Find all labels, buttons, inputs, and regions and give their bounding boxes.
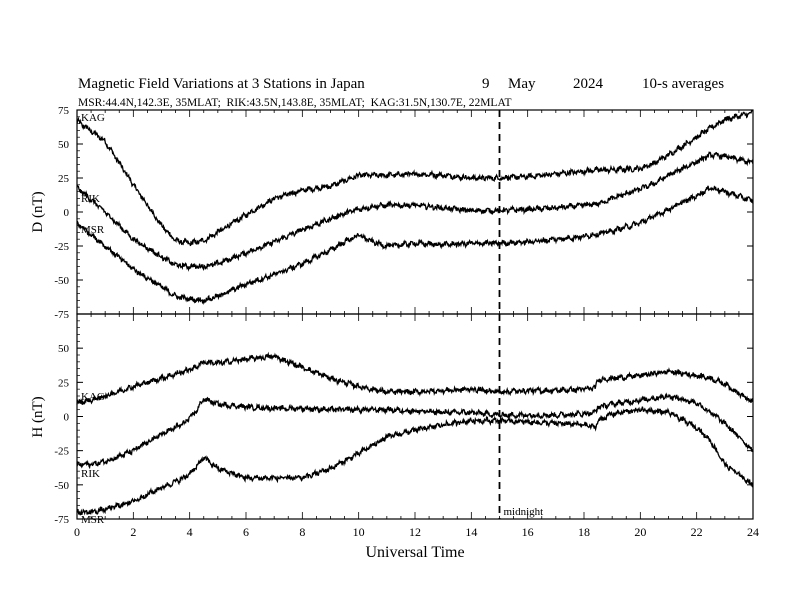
- top-ytick-label: 0: [64, 207, 70, 219]
- panel-d: -75 -50 -25 0 25 50 75 KAG RIK MSR: [54, 105, 754, 321]
- top-ytick-label: 75: [58, 105, 70, 117]
- bottom-ytick-label: 25: [58, 377, 70, 389]
- top-series-label: MSR: [81, 224, 105, 236]
- bottom-series-label: KAG: [81, 391, 105, 403]
- averaging-label: 10-s averages: [642, 76, 724, 92]
- top-frame: [76, 109, 754, 315]
- top-ytick-label: -25: [54, 241, 69, 253]
- bottom-frame: [76, 313, 754, 520]
- date-year: 2024: [573, 76, 604, 92]
- bottom-ytick-label: -25: [54, 446, 69, 458]
- bottom-series-msr: [76, 406, 754, 516]
- bottom-series-label: MSR: [81, 514, 105, 526]
- stations-info: MSR:44.4N,142.3E, 35MLAT; RIK:43.5N,143.…: [78, 97, 512, 109]
- bottom-ytick-label: 0: [64, 412, 70, 424]
- chart-title: Magnetic Field Variations at 3 Stations …: [78, 76, 365, 92]
- x-tick-label: 4: [187, 525, 193, 539]
- x-tick-label: 24: [747, 525, 759, 539]
- x-tick-label: 10: [353, 525, 365, 539]
- x-tick-label: 12: [409, 525, 421, 539]
- top-series-label: KAG: [81, 112, 105, 124]
- top-series-label: RIK: [81, 193, 100, 205]
- top-series-msr: [76, 185, 754, 305]
- x-tick-label: 20: [634, 525, 646, 539]
- bottom-ytick-label: 50: [58, 343, 70, 355]
- x-tick-label: 18: [578, 525, 590, 539]
- x-tick-label: 14: [465, 525, 477, 539]
- x-axis-label: Universal Time: [365, 544, 464, 561]
- bottom-ytick-label: -75: [54, 514, 69, 526]
- bottom-series-rik: [76, 392, 754, 470]
- y-axis-label-h: H (nT): [30, 396, 46, 437]
- x-tick-label: 2: [130, 525, 136, 539]
- y-axis-label-d: D (nT): [30, 191, 46, 232]
- x-tick-label: 6: [243, 525, 249, 539]
- midnight-label: midnight: [504, 506, 544, 518]
- top-series-rik: [76, 151, 754, 272]
- top-ytick-label: 50: [58, 139, 70, 151]
- date-month: May: [508, 76, 536, 92]
- x-tick-label: 16: [522, 525, 534, 539]
- bottom-series-label: RIK: [81, 468, 100, 480]
- top-series-kag: [76, 109, 754, 247]
- x-tick-label: 8: [299, 525, 305, 539]
- bottom-ytick-label: -50: [54, 480, 69, 492]
- top-ytick-label: -75: [54, 309, 69, 321]
- x-tick-label: 0: [74, 525, 80, 539]
- date-day: 9: [482, 76, 490, 92]
- x-tick-label: 22: [691, 525, 703, 539]
- top-ytick-label: 25: [58, 173, 70, 185]
- bottom-series-kag: [76, 351, 754, 405]
- top-ytick-label: -50: [54, 275, 69, 287]
